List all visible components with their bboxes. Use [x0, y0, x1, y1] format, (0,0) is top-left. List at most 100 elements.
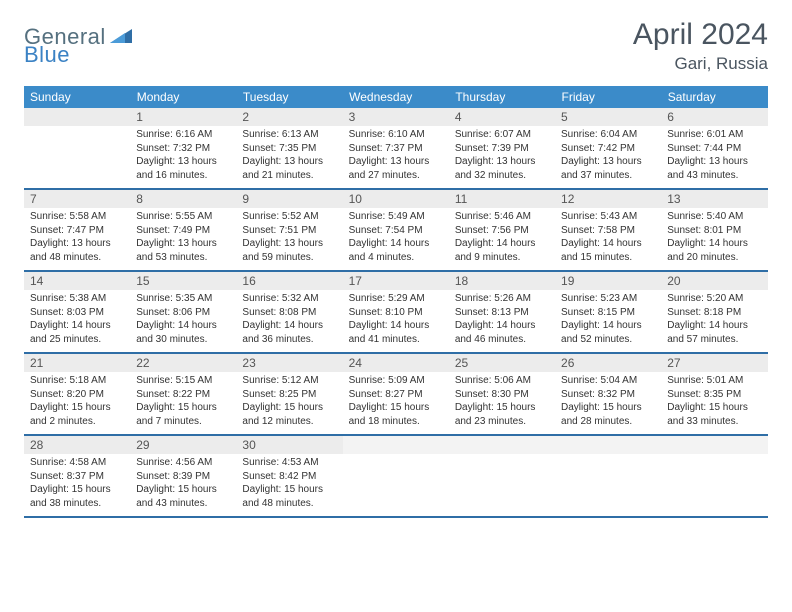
day-24-number: 24 [343, 353, 449, 372]
daylight-line: Daylight: 15 hours and 28 minutes. [561, 402, 642, 427]
sunset-line: Sunset: 8:03 PM [30, 307, 104, 318]
logo-word2: Blue [24, 42, 70, 67]
day-16-number: 16 [236, 271, 342, 290]
daylight-line: Daylight: 15 hours and 18 minutes. [349, 402, 430, 427]
sunrise-line: Sunrise: 5:12 AM [242, 375, 318, 386]
dow-wednesday: Wednesday [343, 86, 449, 108]
day-22-number: 22 [130, 353, 236, 372]
sunrise-line: Sunrise: 6:10 AM [349, 129, 425, 140]
sunrise-line: Sunrise: 5:29 AM [349, 293, 425, 304]
day-13-number: 13 [661, 189, 767, 208]
daylight-line: Daylight: 13 hours and 53 minutes. [136, 238, 217, 263]
day-21-number: 21 [24, 353, 130, 372]
page-subtitle: Gari, Russia [633, 54, 768, 74]
daylight-line: Daylight: 15 hours and 12 minutes. [242, 402, 323, 427]
empty-day-content [661, 454, 767, 517]
page-title: April 2024 [633, 18, 768, 52]
day-4-details: Sunrise: 6:07 AM Sunset: 7:39 PM Daylight:… [449, 126, 555, 189]
daylight-line: Daylight: 14 hours and 9 minutes. [455, 238, 536, 263]
daylight-line: Daylight: 13 hours and 32 minutes. [455, 156, 536, 181]
sunrise-line: Sunrise: 5:09 AM [349, 375, 425, 386]
day-26-number: 26 [555, 353, 661, 372]
days-of-week-row: SundayMondayTuesdayWednesdayThursdayFrid… [24, 86, 768, 108]
sunset-line: Sunset: 7:54 PM [349, 225, 423, 236]
week-1-numrow: 78910111213 [24, 189, 768, 208]
day-29-number: 29 [130, 435, 236, 454]
daylight-line: Daylight: 13 hours and 21 minutes. [242, 156, 323, 181]
daylight-line: Daylight: 15 hours and 33 minutes. [667, 402, 748, 427]
day-14-number: 14 [24, 271, 130, 290]
day-4-number: 4 [449, 108, 555, 126]
daylight-line: Daylight: 15 hours and 38 minutes. [30, 484, 111, 509]
day-15-details: Sunrise: 5:35 AMSunset: 8:06 PMDaylight:… [130, 290, 236, 353]
day-6-number: 6 [661, 108, 767, 126]
calendar-table: SundayMondayTuesdayWednesdayThursdayFrid… [24, 86, 768, 518]
sunrise-line: Sunrise: 5:32 AM [242, 293, 318, 304]
empty-day [555, 435, 661, 454]
sunset-line: Sunset: 8:39 PM [136, 471, 210, 482]
day-9-details: Sunrise: 5:52 AMSunset: 7:51 PMDaylight:… [236, 208, 342, 271]
daylight-line: Daylight: 13 hours and 48 minutes. [30, 238, 111, 263]
sunrise-line: Sunrise: 5:20 AM [667, 293, 743, 304]
day-10-number: 10 [343, 189, 449, 208]
empty-day [661, 435, 767, 454]
sunrise-line: Sunrise: 6:01 AM [667, 129, 743, 140]
sunset-line: Sunset: 8:35 PM [667, 389, 741, 400]
daylight-line: Daylight: 15 hours and 48 minutes. [242, 484, 323, 509]
daylight-line: Daylight: 15 hours and 23 minutes. [455, 402, 536, 427]
daylight-line: Daylight: 13 hours and 27 minutes. [349, 156, 430, 181]
sunset-line: Sunset: 7:44 PM [667, 143, 741, 154]
sunrise-line: Sunrise: 6:13 AM [242, 129, 318, 140]
sunset-line: Sunset: 8:32 PM [561, 389, 635, 400]
daylight-line: Daylight: 15 hours and 2 minutes. [30, 402, 111, 427]
sunset-line: Sunset: 8:20 PM [30, 389, 104, 400]
daylight-line: Daylight: 14 hours and 20 minutes. [667, 238, 748, 263]
day-13-details: Sunrise: 5:40 AMSunset: 8:01 PMDaylight:… [661, 208, 767, 271]
day-19-details: Sunrise: 5:23 AMSunset: 8:15 PMDaylight:… [555, 290, 661, 353]
dow-saturday: Saturday [661, 86, 767, 108]
day-15-number: 15 [130, 271, 236, 290]
day-5-details: Sunrise: 6:04 AMSunset: 7:42 PMDaylight:… [555, 126, 661, 189]
title-block: April 2024 Gari, Russia [633, 18, 768, 74]
sunset-line: Sunset: 8:30 PM [455, 389, 529, 400]
sunset-line: Sunset: 8:01 PM [667, 225, 741, 236]
day-23-details: Sunrise: 5:12 AMSunset: 8:25 PMDaylight:… [236, 372, 342, 435]
day-9-number: 9 [236, 189, 342, 208]
day-25-number: 25 [449, 353, 555, 372]
sunset-line: Sunset: 7:39 PM [455, 143, 529, 154]
day-5-number: 5 [555, 108, 661, 126]
empty-day [24, 108, 130, 126]
logo-line2: Blue [24, 42, 70, 68]
logo-triangle-icon [110, 27, 132, 48]
day-30-details: Sunrise: 4:53 AMSunset: 8:42 PMDaylight:… [236, 454, 342, 517]
sunrise-line: Sunrise: 5:23 AM [561, 293, 637, 304]
daylight-line: Daylight: 14 hours and 4 minutes. [349, 238, 430, 263]
dow-tuesday: Tuesday [236, 86, 342, 108]
daylight-line: Daylight: 13 hours and 16 minutes. [136, 156, 217, 181]
day-8-details: Sunrise: 5:55 AMSunset: 7:49 PMDaylight:… [130, 208, 236, 271]
sunrise-line: Sunrise: 6:16 AM [136, 129, 212, 140]
day-28-number: 28 [24, 435, 130, 454]
day-1-details: Sunrise: 6:16 AMSunset: 7:32 PMDaylight:… [130, 126, 236, 189]
dow-friday: Friday [555, 86, 661, 108]
sunset-line: Sunset: 8:42 PM [242, 471, 316, 482]
dow-thursday: Thursday [449, 86, 555, 108]
sunrise-line: Sunrise: 5:55 AM [136, 211, 212, 222]
day-11-details: Sunrise: 5:46 AMSunset: 7:56 PMDaylight:… [449, 208, 555, 271]
sunrise-line: Sunrise: 6:07 AM [455, 129, 531, 140]
sunset-line: Sunset: 7:56 PM [455, 225, 529, 236]
day-10-details: Sunrise: 5:49 AMSunset: 7:54 PMDaylight:… [343, 208, 449, 271]
week-2-contentrow: Sunrise: 5:38 AMSunset: 8:03 PMDaylight:… [24, 290, 768, 353]
day-6-details: Sunrise: 6:01 AMSunset: 7:44 PMDaylight:… [661, 126, 767, 189]
sunset-line: Sunset: 8:08 PM [242, 307, 316, 318]
day-26-details: Sunrise: 5:04 AMSunset: 8:32 PMDaylight:… [555, 372, 661, 435]
header: General April 2024 Gari, Russia [24, 18, 768, 74]
daylight-line: Daylight: 15 hours and 43 minutes. [136, 484, 217, 509]
day-12-number: 12 [555, 189, 661, 208]
sunset-line: Sunset: 7:58 PM [561, 225, 635, 236]
day-20-details: Sunrise: 5:20 AMSunset: 8:18 PMDaylight:… [661, 290, 767, 353]
day-22-details: Sunrise: 5:15 AMSunset: 8:22 PMDaylight:… [130, 372, 236, 435]
sunrise-line: Sunrise: 6:04 AM [561, 129, 637, 140]
day-23-number: 23 [236, 353, 342, 372]
empty-day-content [449, 454, 555, 517]
